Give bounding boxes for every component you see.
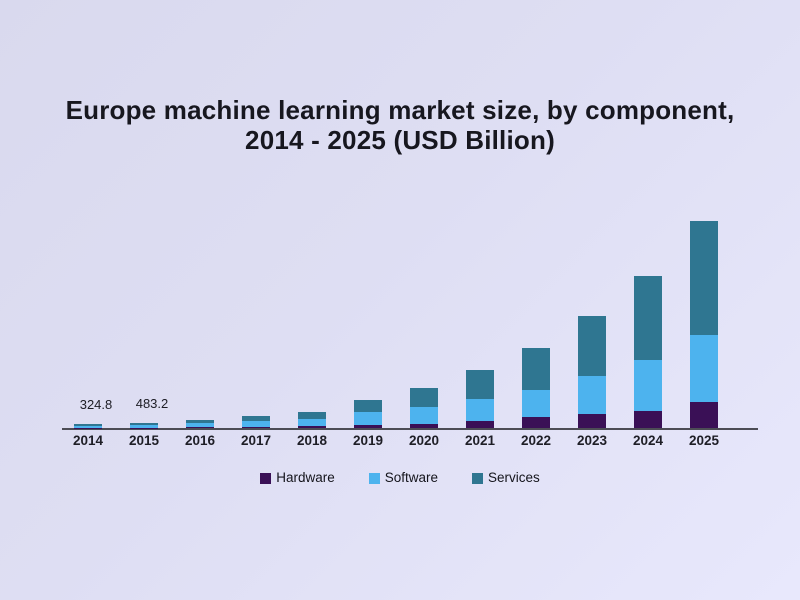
x-axis-label-2024: 2024 — [632, 433, 664, 448]
segment-software-2016 — [186, 423, 214, 428]
legend-swatch-hardware — [260, 473, 272, 484]
segment-hardware-2019 — [354, 425, 382, 428]
segment-software-2017 — [242, 420, 270, 427]
segment-software-2014 — [74, 425, 102, 428]
x-axis-label-2015: 2015 — [128, 433, 160, 448]
bar-2023 — [578, 315, 606, 428]
legend-swatch-software — [368, 473, 380, 484]
bar-2024 — [634, 275, 662, 428]
segment-services-2017 — [242, 416, 270, 421]
segment-hardware-2018 — [298, 426, 326, 428]
segment-services-2020 — [410, 387, 438, 407]
segment-software-2020 — [410, 406, 438, 424]
x-axis-label-2014: 2014 — [72, 433, 104, 448]
x-axis-label-2017: 2017 — [240, 433, 272, 448]
segment-hardware-2023 — [578, 413, 606, 428]
bar-2018 — [298, 412, 326, 428]
legend-label-services: Services — [488, 470, 540, 485]
x-axis-label-2023: 2023 — [576, 433, 608, 448]
x-axis-line — [62, 428, 758, 430]
segment-software-2021 — [466, 398, 494, 421]
segment-services-2019 — [354, 400, 382, 413]
segment-hardware-2017 — [242, 426, 270, 428]
segment-hardware-2022 — [522, 416, 550, 428]
bar-2022 — [522, 347, 550, 428]
legend-label-hardware: Hardware — [276, 470, 335, 485]
segment-hardware-2016 — [186, 427, 214, 428]
chart-title-line1: Europe machine learning market size, by … — [65, 95, 735, 125]
x-axis-label-2025: 2025 — [688, 433, 720, 448]
value-label-2014: 324.8 — [79, 397, 113, 413]
segment-services-2023 — [578, 315, 606, 376]
bar-2021 — [466, 369, 494, 428]
x-axis-label-2020: 2020 — [408, 433, 440, 448]
segment-software-2019 — [354, 412, 382, 426]
segment-hardware-2024 — [634, 410, 662, 428]
bar-2017 — [242, 416, 270, 428]
bar-2025 — [690, 220, 718, 428]
bar-2015 — [130, 422, 158, 428]
segment-software-2015 — [130, 424, 158, 428]
segment-services-2024 — [634, 275, 662, 360]
segment-software-2022 — [522, 389, 550, 417]
legend-item-software: Software — [368, 469, 439, 487]
segment-software-2024 — [634, 359, 662, 411]
segment-services-2022 — [522, 347, 550, 390]
value-label-2015: 483.2 — [135, 395, 169, 411]
segment-services-2016 — [186, 419, 214, 424]
legend-item-services: Services — [472, 469, 540, 487]
segment-hardware-2020 — [410, 423, 438, 428]
bar-2019 — [354, 400, 382, 428]
chart-title: Europe machine learning market size, by … — [0, 95, 800, 155]
bar-2020 — [410, 387, 438, 428]
segment-services-2018 — [298, 412, 326, 419]
segment-hardware-2025 — [690, 402, 718, 428]
x-axis-label-2019: 2019 — [352, 433, 384, 448]
segment-software-2025 — [690, 334, 718, 402]
x-axis-label-2018: 2018 — [296, 433, 328, 448]
legend-swatch-services — [472, 473, 484, 484]
segment-services-2014 — [74, 424, 102, 426]
segment-software-2023 — [578, 375, 606, 414]
chart-title-line2: 2014 - 2025 (USD Billion) — [245, 125, 555, 155]
legend-label-software: Software — [384, 470, 439, 485]
segment-services-2015 — [130, 422, 158, 425]
x-axis-label-2021: 2021 — [464, 433, 496, 448]
segment-hardware-2021 — [466, 420, 494, 428]
x-axis-label-2016: 2016 — [184, 433, 216, 448]
legend: Hardware Software Services — [0, 469, 800, 487]
bar-2016 — [186, 419, 214, 428]
legend-item-hardware: Hardware — [260, 469, 335, 487]
bar-2014 — [74, 424, 102, 428]
segment-software-2018 — [298, 419, 326, 427]
x-axis-label-2022: 2022 — [520, 433, 552, 448]
segment-services-2021 — [466, 369, 494, 399]
segment-services-2025 — [690, 220, 718, 335]
